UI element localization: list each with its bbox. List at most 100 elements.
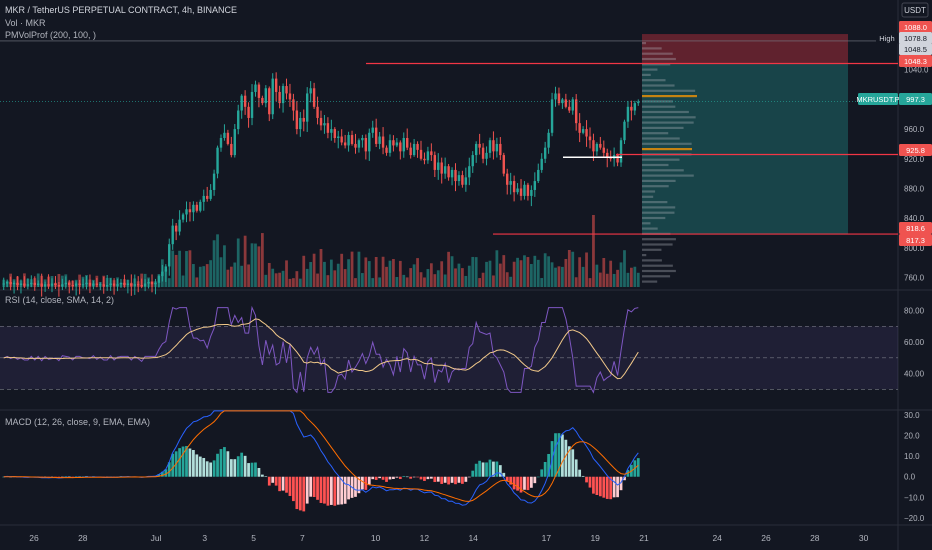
candle bbox=[250, 84, 254, 126]
macd-hist-bar bbox=[240, 452, 244, 477]
currency-button[interactable]: USDT bbox=[901, 2, 929, 18]
price-tag: MKRUSDT.P bbox=[856, 93, 900, 105]
svg-text:High: High bbox=[879, 34, 894, 43]
volume-bar bbox=[543, 253, 547, 287]
volume-bar bbox=[461, 268, 464, 287]
candle bbox=[233, 124, 236, 158]
volume-bar bbox=[257, 246, 261, 287]
volume-bar bbox=[57, 274, 61, 287]
volume-bar bbox=[471, 256, 475, 287]
macd-hist-bar bbox=[554, 433, 557, 477]
horizontal-levels[interactable] bbox=[0, 40, 898, 235]
macd-hist-bar bbox=[557, 433, 561, 477]
candle bbox=[416, 141, 419, 158]
time-axis[interactable]: 26 28 Jul 3 5 7 10 12 14 17 19 21 24 26 28 30 bbox=[29, 533, 868, 543]
macd-hist-bar bbox=[281, 476, 285, 491]
rsi-tick: 40.00 bbox=[904, 370, 925, 379]
volume-bar bbox=[592, 215, 595, 287]
macd-hist-bar bbox=[302, 476, 306, 512]
volume-bar bbox=[636, 272, 640, 287]
candle bbox=[523, 181, 526, 200]
candle bbox=[399, 140, 402, 160]
svg-text:817.3: 817.3 bbox=[906, 236, 925, 245]
volume-bar bbox=[229, 266, 233, 287]
macd-hist-bar bbox=[609, 476, 613, 500]
volume-bar bbox=[416, 258, 419, 287]
volume-bar bbox=[216, 234, 219, 287]
volume-bar bbox=[454, 268, 457, 287]
candle bbox=[419, 140, 423, 161]
candle bbox=[261, 95, 264, 106]
candle bbox=[637, 99, 640, 106]
volume-bar bbox=[274, 273, 278, 287]
candle bbox=[174, 223, 178, 241]
candle bbox=[368, 128, 371, 161]
candle bbox=[364, 134, 368, 160]
macd-hist-bar bbox=[167, 462, 171, 477]
volume-bar bbox=[381, 256, 385, 287]
volume-bar bbox=[629, 267, 633, 287]
macd-hist-bar bbox=[305, 476, 309, 504]
price-tag: 1048.5 bbox=[899, 43, 932, 55]
candle bbox=[481, 143, 485, 164]
macd-hist-bar bbox=[371, 476, 375, 480]
volume-bar bbox=[529, 264, 533, 287]
time-tick: 3 bbox=[202, 533, 207, 543]
volume-bar bbox=[254, 243, 257, 287]
volprof-bar bbox=[642, 195, 654, 198]
candle bbox=[30, 275, 33, 288]
volume-bar bbox=[226, 269, 230, 287]
candle bbox=[57, 281, 61, 297]
macd-hist-bar bbox=[178, 448, 181, 477]
candle bbox=[381, 127, 385, 155]
candle bbox=[126, 279, 130, 294]
volume-bar bbox=[236, 238, 240, 287]
candle bbox=[140, 278, 143, 289]
candle bbox=[9, 276, 12, 291]
volprof-bar bbox=[642, 264, 673, 267]
candle bbox=[264, 85, 268, 108]
candle bbox=[581, 126, 585, 135]
macd-hist-bar bbox=[636, 458, 640, 477]
price-tick: 800.0 bbox=[904, 244, 925, 253]
macd-hist-bar bbox=[602, 476, 606, 498]
candle bbox=[243, 90, 247, 115]
candle bbox=[202, 189, 205, 211]
candle bbox=[461, 170, 464, 188]
volume-bar bbox=[505, 272, 509, 287]
volume-bar bbox=[443, 274, 447, 287]
volume-bar bbox=[623, 250, 626, 287]
macd-hist-bar bbox=[574, 459, 578, 477]
macd-hist-bar bbox=[254, 462, 257, 477]
volprof-bar bbox=[642, 57, 676, 61]
macd-hist-bar bbox=[257, 467, 261, 477]
candle bbox=[302, 109, 305, 132]
candle bbox=[312, 82, 316, 109]
svg-text:MKRUSDT.P: MKRUSDT.P bbox=[856, 95, 899, 104]
macd-hist-bar bbox=[274, 476, 278, 486]
candle bbox=[402, 132, 405, 158]
macd-hist-bar bbox=[467, 476, 471, 478]
macd-hist-bar bbox=[209, 462, 213, 477]
price-axis[interactable]: 1040.0 960.0 920.0 880.0 840.0 800.0 760.0 1088… bbox=[856, 21, 932, 283]
position-tool[interactable] bbox=[642, 34, 848, 235]
macd-hist-bar bbox=[226, 451, 230, 477]
time-tick: 7 bbox=[300, 533, 305, 543]
volume-bar bbox=[205, 264, 209, 287]
candle bbox=[457, 171, 461, 186]
volume-bar bbox=[312, 253, 316, 287]
volprof-bar bbox=[642, 206, 676, 209]
macd-hist-bar bbox=[343, 476, 347, 504]
macd-hist-bar bbox=[623, 476, 626, 481]
macd-hist-bar bbox=[488, 459, 492, 477]
volprof-bar bbox=[642, 126, 684, 129]
volume-bar bbox=[192, 264, 195, 287]
candle bbox=[47, 274, 50, 289]
volprof-bar bbox=[642, 89, 696, 92]
candle bbox=[443, 157, 447, 179]
macd-hist-bar bbox=[585, 476, 588, 483]
candle bbox=[574, 94, 578, 131]
volume-bar bbox=[329, 259, 333, 287]
candle bbox=[195, 201, 199, 213]
